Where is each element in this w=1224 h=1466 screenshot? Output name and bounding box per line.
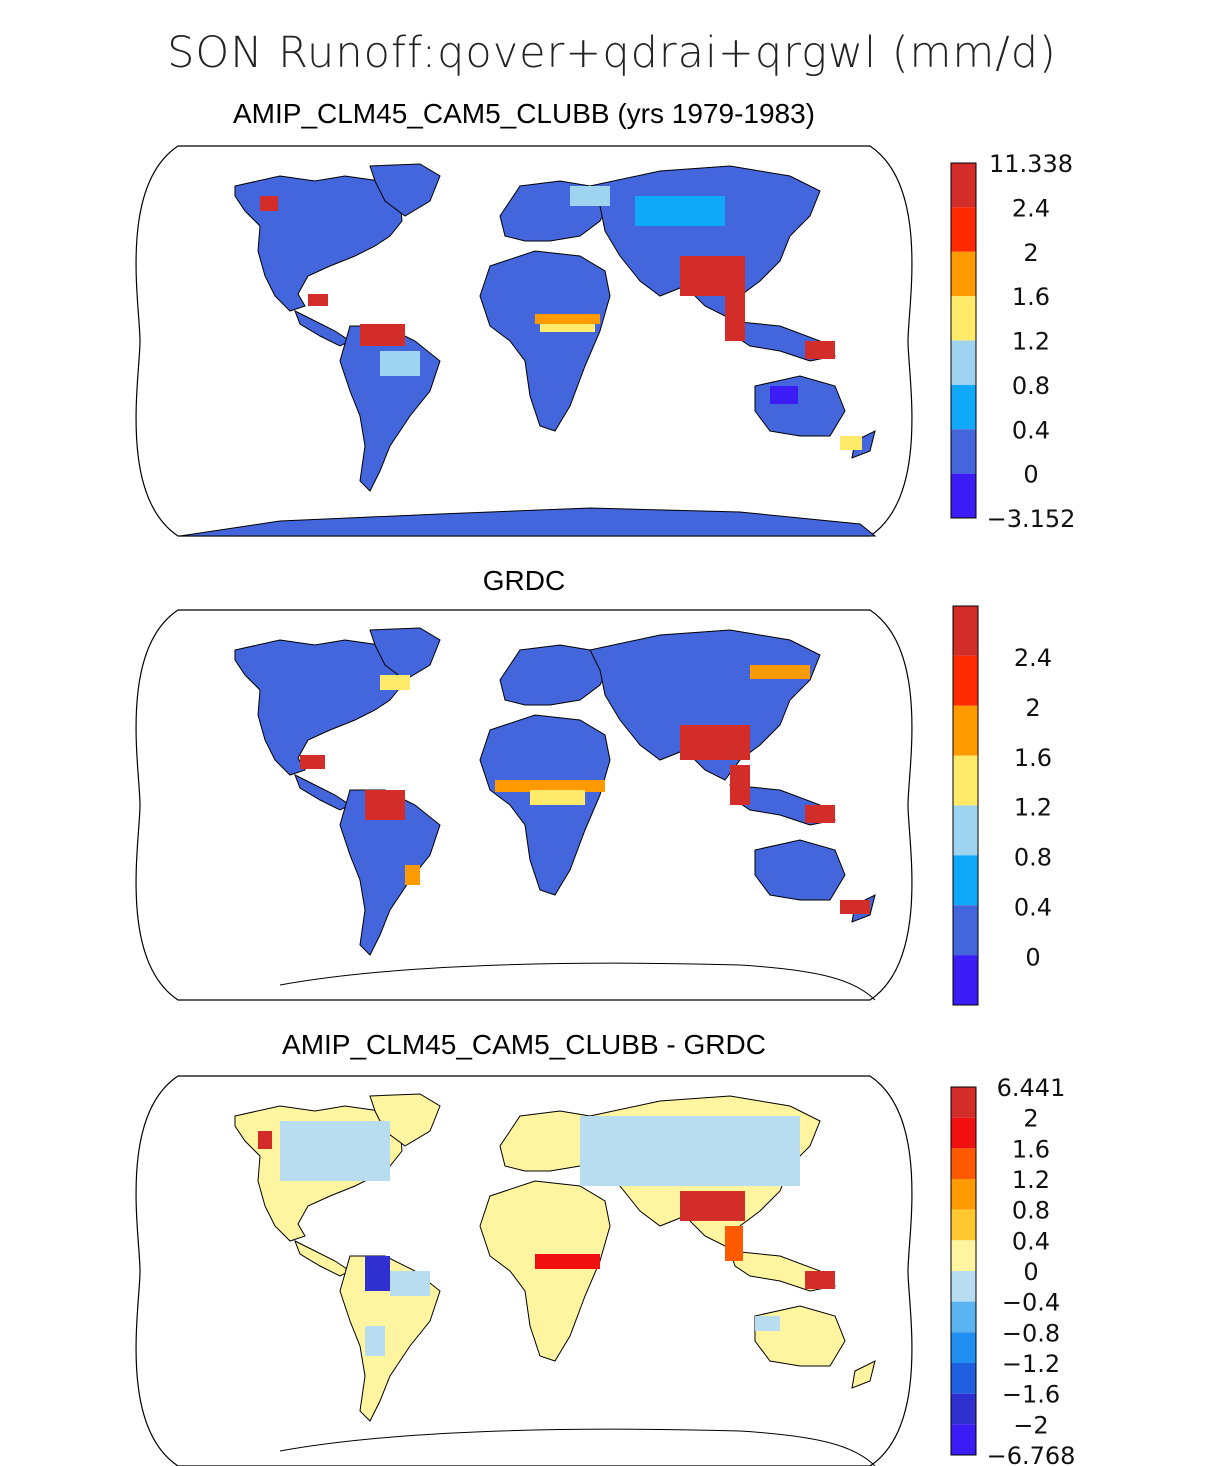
colorbar-swatch bbox=[951, 1363, 976, 1394]
colorbar-swatch bbox=[953, 755, 978, 806]
colorbar-difference: 6.441 21.6 1.2 0.80.4 0 −0.4−0.8 −1.2 −1.6−2 −6.… bbox=[950, 1074, 1076, 1466]
colorbar-tick-label: 2.4 bbox=[1012, 194, 1050, 222]
colorbar-swatch bbox=[951, 429, 976, 474]
colorbar-tick-label: 1.6 bbox=[1012, 1135, 1050, 1163]
colorbar-tick-label: 11.338 bbox=[989, 150, 1073, 178]
colorbar-swatch bbox=[951, 1087, 976, 1118]
colorbar-model: 11.338 2.4 2 1.6 1.2 0.8 0.4 0 −3.152 bbox=[950, 150, 1076, 533]
colorbar-tick-label: 1.2 bbox=[1012, 328, 1050, 356]
colorbar-grdc: 2.4 2 1.6 1.2 0.8 0.4 0 bbox=[952, 605, 1052, 1006]
colorbar-swatch bbox=[951, 1424, 976, 1455]
colorbar-swatch bbox=[951, 296, 976, 341]
colorbar-tick-label: 1.2 bbox=[1014, 794, 1052, 822]
map-panel-model bbox=[135, 145, 913, 537]
colorbar-swatch bbox=[953, 955, 978, 1005]
colorbar-tick-label: −0.8 bbox=[1002, 1319, 1060, 1347]
colorbar-swatch bbox=[953, 655, 978, 706]
colorbar-tick-label: −6.768 bbox=[987, 1442, 1076, 1466]
colorbar-tick-label: 1.6 bbox=[1012, 283, 1050, 311]
colorbar-tick-label: 2 bbox=[1023, 1105, 1038, 1133]
colorbar-swatch bbox=[951, 340, 976, 385]
colorbar-outline bbox=[950, 162, 977, 519]
colorbar-tick-label: −3.152 bbox=[987, 505, 1076, 533]
colorbar-swatch bbox=[951, 207, 976, 252]
map-panel-difference bbox=[135, 1075, 913, 1466]
colorbar-swatch bbox=[951, 1301, 976, 1333]
colorbar-swatch bbox=[951, 1148, 976, 1179]
colorbar-swatch bbox=[951, 473, 976, 518]
colorbar-swatch bbox=[951, 1240, 976, 1271]
colorbar-tick-label: 0 bbox=[1023, 461, 1038, 489]
map-panel-grdc bbox=[135, 609, 913, 1001]
colorbar-swatch bbox=[951, 251, 976, 297]
colorbar-tick-label: 0 bbox=[1023, 1258, 1038, 1286]
colorbar-swatch bbox=[953, 705, 978, 756]
colorbar-tick-label: 0.8 bbox=[1014, 844, 1052, 872]
colorbar-tick-label: 1.6 bbox=[1014, 744, 1052, 772]
colorbar-swatch bbox=[951, 1179, 976, 1210]
colorbar-swatch bbox=[951, 163, 976, 208]
colorbar-swatch bbox=[951, 1271, 976, 1302]
colorbar-tick-label: 2 bbox=[1023, 239, 1038, 267]
colorbar-tick-label: 0.8 bbox=[1012, 1197, 1050, 1225]
colorbar-tick-label: 2.4 bbox=[1014, 644, 1052, 672]
colorbar-tick-label: 0.8 bbox=[1012, 372, 1050, 400]
panel-title-difference: AMIP_CLM45_CAM5_CLUBB - GRDC bbox=[282, 1029, 766, 1060]
colorbar-swatch bbox=[951, 1393, 976, 1425]
panel-title-grdc: GRDC bbox=[482, 565, 566, 596]
colorbar-outline bbox=[952, 605, 979, 1006]
colorbar-tick-label: −2 bbox=[1013, 1411, 1048, 1439]
colorbar-swatch bbox=[951, 1117, 976, 1149]
colorbar-tick-label: 0.4 bbox=[1012, 1227, 1050, 1255]
colorbar-tick-label: 1.2 bbox=[1012, 1166, 1050, 1194]
colorbar-swatch bbox=[953, 905, 978, 956]
colorbar-tick-label: −0.4 bbox=[1002, 1289, 1060, 1317]
colorbar-swatch bbox=[953, 855, 978, 906]
colorbar-swatch bbox=[953, 805, 978, 856]
colorbar-outline bbox=[950, 1086, 977, 1456]
colorbar-tick-label: 2 bbox=[1025, 694, 1040, 722]
panel-title-model: AMIP_CLM45_CAM5_CLUBB (yrs 1979-1983) bbox=[232, 98, 816, 129]
colorbar-tick-label: 6.441 bbox=[997, 1074, 1066, 1102]
colorbar-swatch bbox=[951, 1332, 976, 1363]
colorbar-swatch bbox=[953, 606, 978, 656]
colorbar-tick-label: −1.6 bbox=[1002, 1381, 1060, 1409]
colorbar-swatch bbox=[951, 384, 976, 430]
main-title: SON Runoff:qover+qdrai+qrgwl (mm/d) bbox=[167, 28, 1057, 78]
colorbar-tick-label: 0.4 bbox=[1012, 416, 1050, 444]
colorbar-swatch bbox=[951, 1209, 976, 1241]
colorbar-tick-label: 0.4 bbox=[1014, 893, 1052, 921]
colorbar-tick-label: 0 bbox=[1025, 943, 1040, 971]
colorbar-tick-label: −1.2 bbox=[1002, 1350, 1060, 1378]
